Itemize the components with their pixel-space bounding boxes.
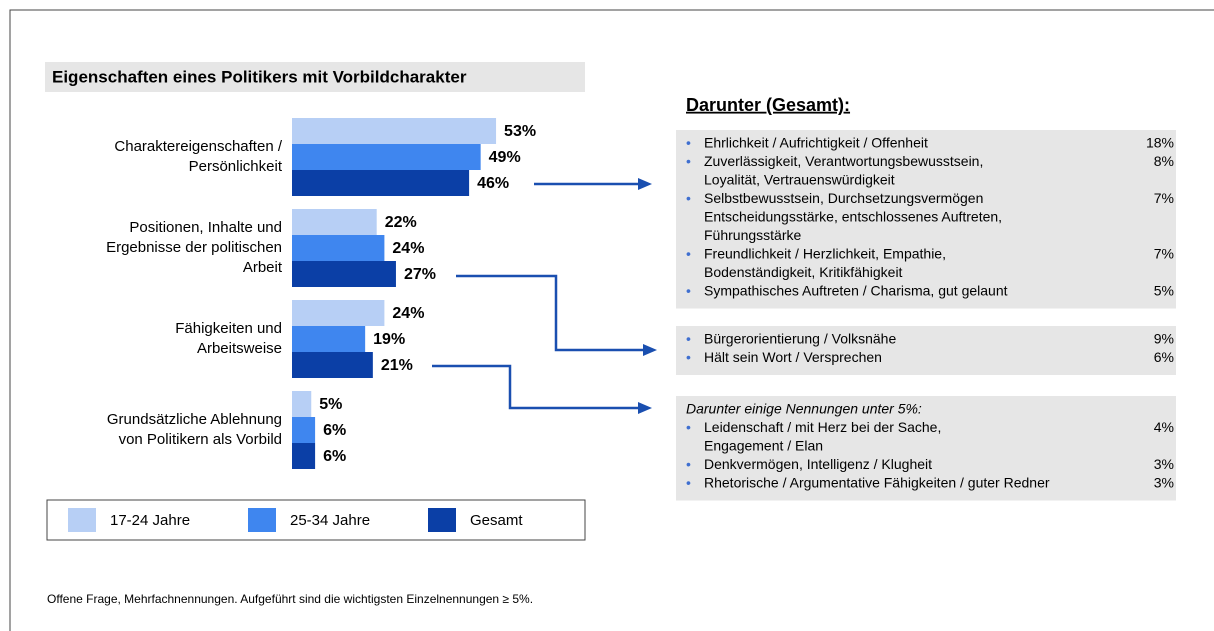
category-label: Fähigkeiten und (175, 320, 282, 337)
legend-label: Gesamt (470, 512, 523, 529)
legend-box (46, 499, 586, 541)
bullet: • (686, 456, 691, 472)
category-label: Charaktereigenschaften / (114, 138, 282, 155)
item-share: 5% (1154, 283, 1174, 299)
item-text: Bürgerorientierung / Volksnähe (704, 331, 896, 347)
bar (292, 326, 366, 352)
panel-title: Darunter (Gesamt): (686, 95, 850, 115)
category-label: Positionen, Inhalte und (129, 219, 282, 236)
value-label: 21% (381, 357, 413, 374)
bar (292, 417, 316, 443)
panel-box (676, 326, 1176, 375)
item-text: Bodenständigkeit, Kritikfähigkeit (704, 264, 903, 280)
item-text: Ehrlichkeit / Aufrichtigkeit / Offenheit (704, 135, 928, 151)
category-label: Persönlichkeit (189, 158, 283, 175)
item-text: Führungsstärke (704, 227, 801, 243)
value-label: 27% (404, 266, 436, 283)
value-label: 24% (392, 240, 424, 257)
arrowhead (643, 344, 657, 356)
bar (292, 261, 396, 287)
value-label: 6% (323, 422, 346, 439)
value-label: 6% (323, 448, 346, 465)
legend-label: 25-34 Jahre (290, 512, 370, 529)
value-label: 5% (319, 396, 342, 413)
bullet: • (686, 475, 691, 491)
bar (292, 118, 497, 144)
frame (9, 9, 1214, 631)
bar (292, 300, 385, 326)
item-text: Entscheidungsstärke, entschlossenes Auft… (704, 209, 1002, 225)
item-text: Loyalität, Vertrauenswürdigkeit (704, 172, 895, 188)
arrow (432, 364, 640, 410)
item-share: 9% (1154, 331, 1174, 347)
item-text: Zuverlässigkeit, Verantwortungsbewusstse… (704, 153, 983, 169)
item-share: 6% (1154, 349, 1174, 365)
bar (292, 209, 377, 235)
arrowhead (638, 178, 652, 190)
item-text: Leidenschaft / mit Herz bei der Sache, (704, 419, 941, 435)
item-share: 3% (1154, 475, 1174, 491)
value-label: 22% (385, 214, 417, 231)
item-share: 7% (1154, 246, 1174, 262)
item-share: 8% (1154, 153, 1174, 169)
bullet: • (686, 246, 691, 262)
title-bg (45, 62, 585, 92)
panel-box (676, 396, 1176, 501)
panel-box (676, 130, 1176, 309)
item-text: Denkvermögen, Intelligenz / Klugheit (704, 456, 932, 472)
value-label: 53% (504, 123, 536, 140)
arrowheads (638, 178, 657, 414)
category-label: Grundsätzliche Ablehnung (107, 411, 282, 428)
value-label: 19% (373, 331, 405, 348)
value-label: 24% (392, 305, 424, 322)
category-label: Ergebnisse der politischen (106, 239, 282, 256)
arrowhead (638, 402, 652, 414)
bar (292, 391, 312, 417)
bullet: • (686, 190, 691, 206)
bullet: • (686, 349, 691, 365)
category-label: Arbeitsweise (197, 340, 282, 357)
footnote: Offene Frage, Mehrfachnennungen. Aufgefü… (47, 592, 533, 606)
bullet: • (686, 419, 691, 435)
panel-heading: Darunter einige Nennungen unter 5%: (686, 401, 922, 417)
legend-swatch (68, 508, 96, 532)
arrows (432, 182, 645, 410)
legend-swatch (428, 508, 456, 532)
category-label: Arbeit (243, 259, 283, 276)
item-text: Selbstbewusstsein, Durchsetzungsvermögen (704, 190, 983, 206)
bullet: • (686, 153, 691, 169)
arrow (456, 274, 645, 352)
value-label: 46% (477, 175, 509, 192)
bar (292, 235, 385, 261)
bullet: • (686, 283, 691, 299)
category-label: von Politikern als Vorbild (119, 431, 282, 448)
bar (292, 352, 373, 378)
bullet: • (686, 135, 691, 151)
bullet: • (686, 331, 691, 347)
item-text: Sympathisches Auftreten / Charisma, gut … (704, 283, 1008, 299)
item-text: Freundlichkeit / Herzlichkeit, Empathie, (704, 246, 946, 262)
item-share: 7% (1154, 190, 1174, 206)
chart-title: Eigenschaften eines Politikers mit Vorbi… (52, 67, 467, 86)
item-share: 3% (1154, 456, 1174, 472)
legend-swatch (248, 508, 276, 532)
bar (292, 443, 316, 469)
item-share: 18% (1146, 135, 1174, 151)
value-label: 49% (489, 149, 521, 166)
bar (292, 144, 481, 170)
bar (292, 170, 470, 196)
item-text: Hält sein Wort / Versprechen (704, 349, 882, 365)
legend-label: 17-24 Jahre (110, 512, 190, 529)
item-text: Engagement / Elan (704, 438, 823, 454)
item-share: 4% (1154, 419, 1174, 435)
item-text: Rhetorische / Argumentative Fähigkeiten … (704, 475, 1050, 491)
